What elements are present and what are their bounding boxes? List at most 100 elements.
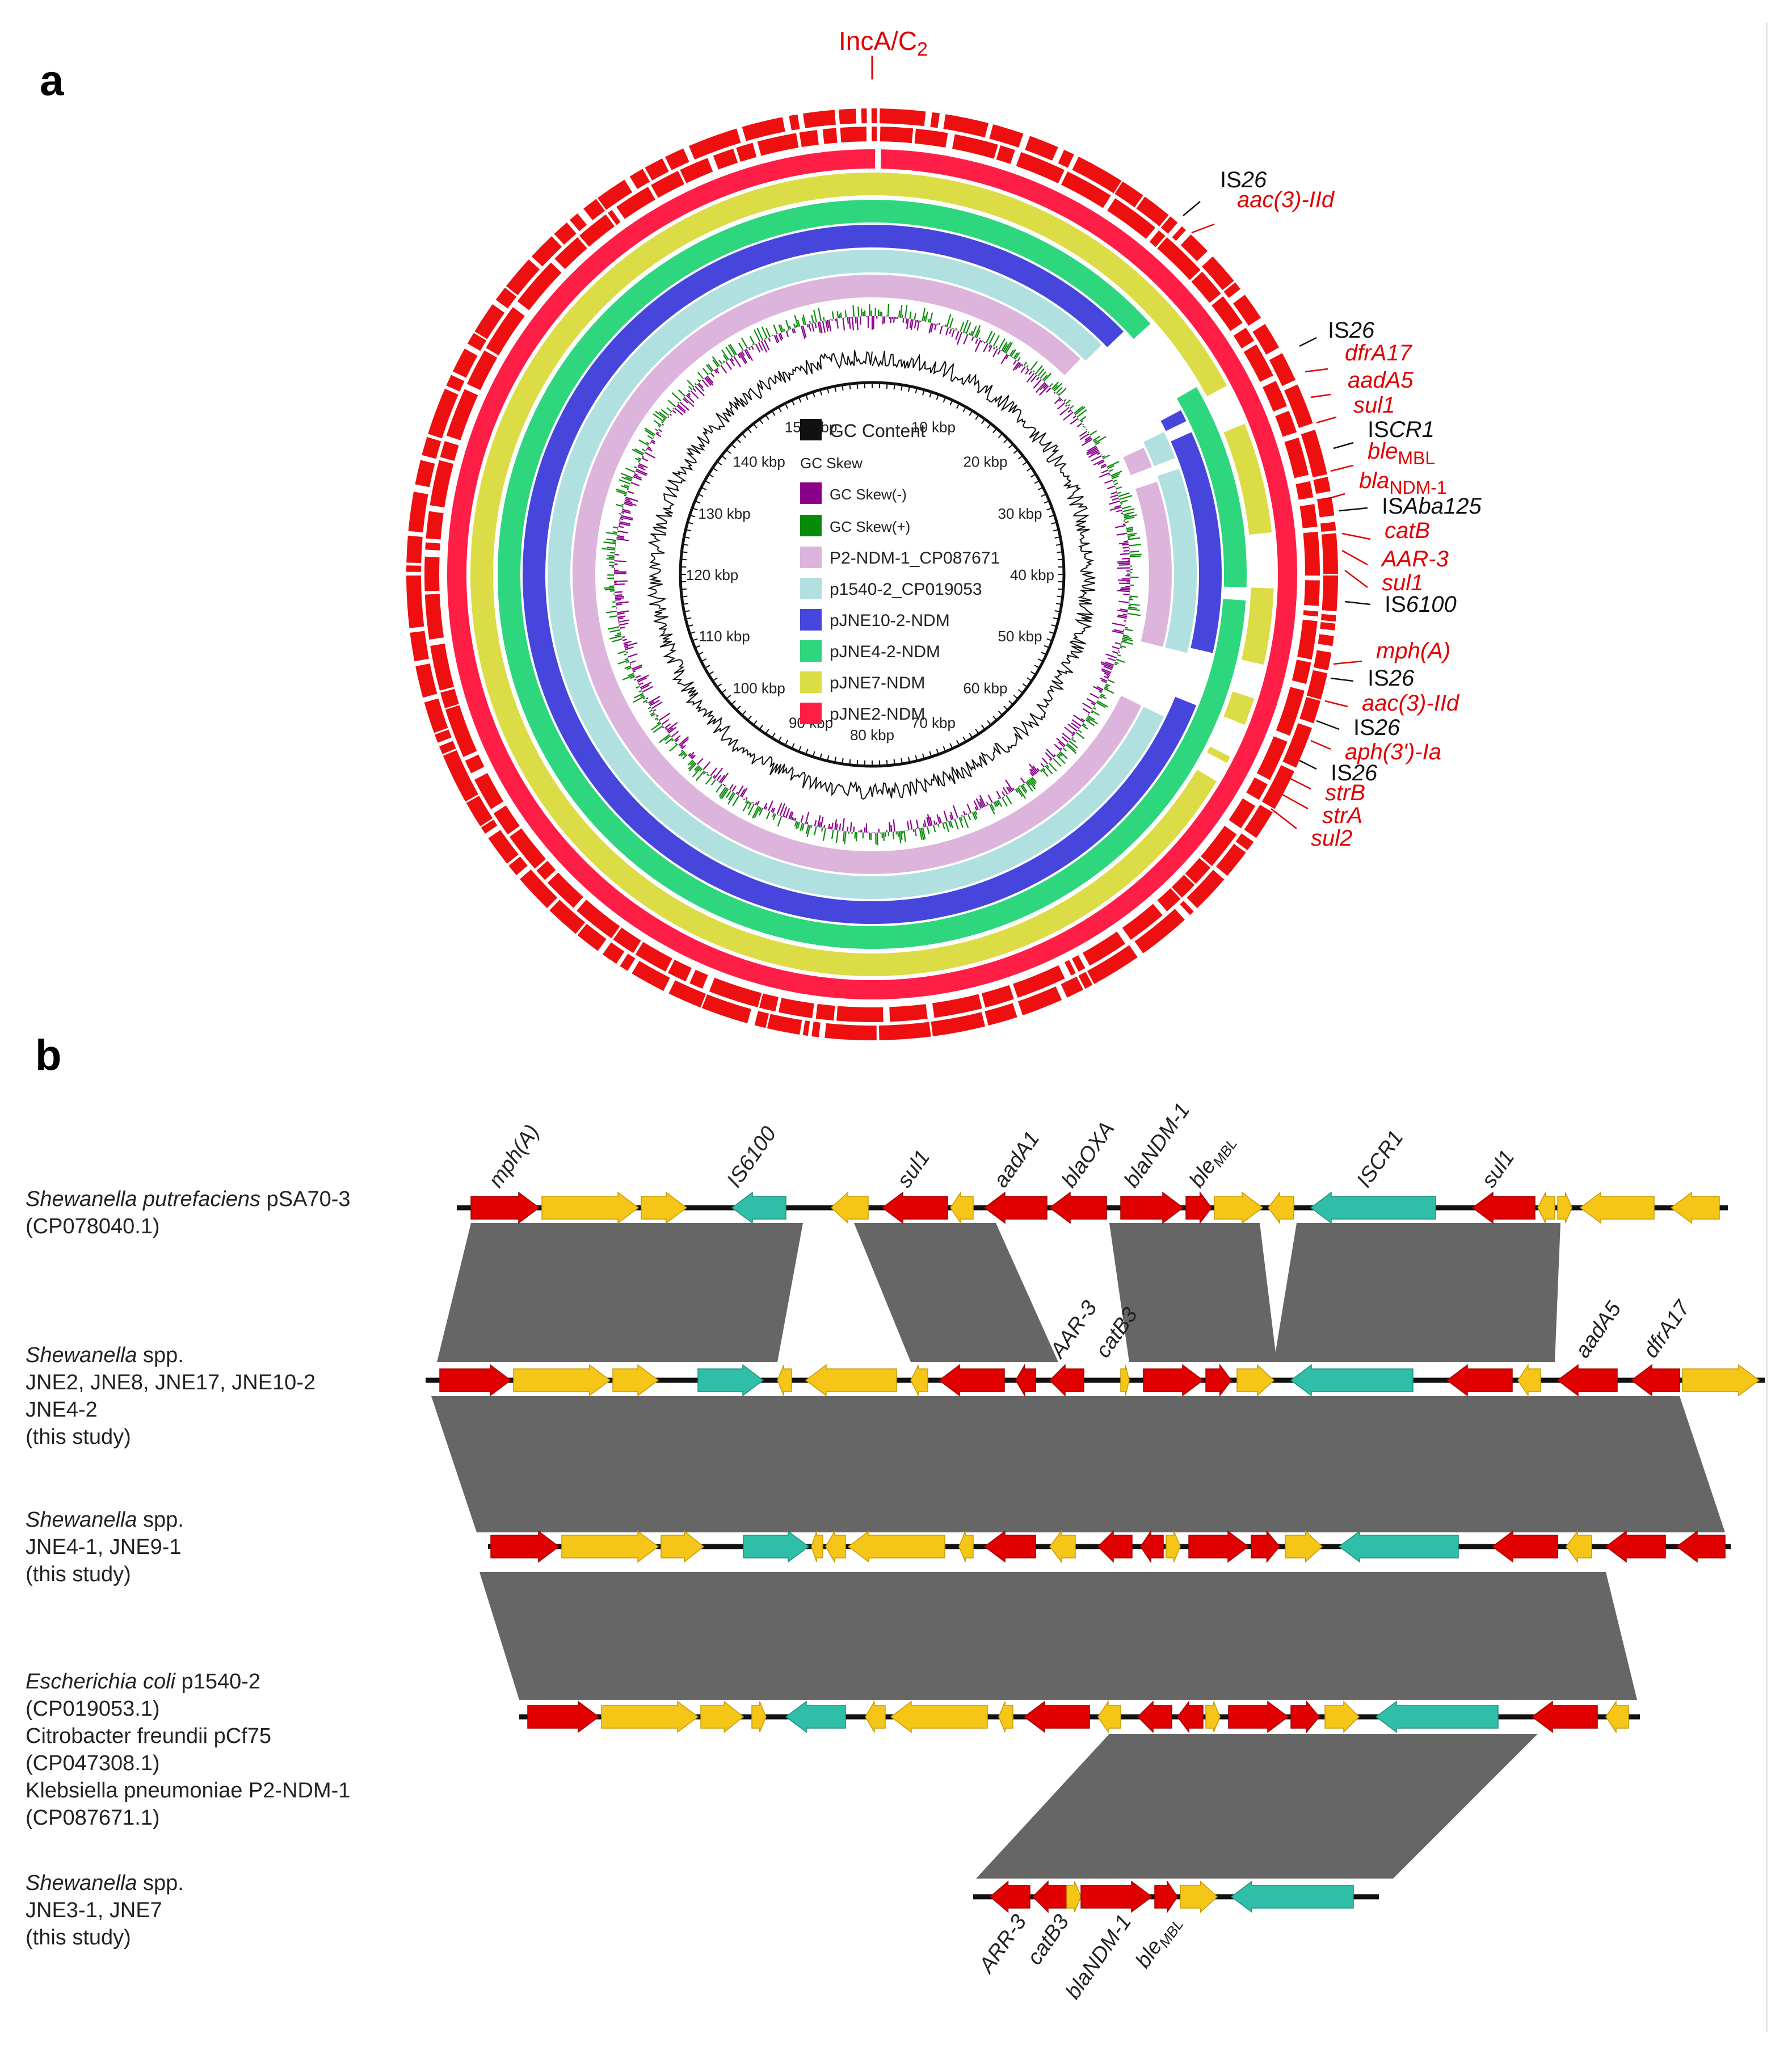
gc-skew-bar — [851, 317, 855, 331]
gene-name-label: bleMBL — [1131, 1910, 1187, 1974]
gc-skew-bar — [688, 763, 697, 772]
cds-block — [554, 237, 587, 270]
cds-block — [778, 998, 814, 1018]
gc-skew-bar — [963, 816, 969, 829]
cds-block — [1256, 736, 1288, 780]
backbone-tick — [1055, 603, 1062, 605]
gc-skew-bar — [1101, 663, 1113, 669]
gc-skew-bar — [647, 446, 651, 449]
gc-skew-bar — [1122, 637, 1133, 642]
gc-skew-bar — [988, 345, 993, 352]
gene-arrow — [1120, 1364, 1130, 1396]
cds-block — [689, 969, 708, 989]
track-label-line: JNE4-1, JNE9-1 — [26, 1535, 182, 1559]
gc-skew-bar — [692, 388, 697, 392]
gc-skew-bar — [771, 808, 774, 813]
backbone-tick — [1053, 529, 1059, 532]
gc-skew-bar — [1091, 455, 1102, 462]
backbone-tick — [684, 610, 690, 612]
gc-skew-bar — [655, 428, 658, 431]
gene-label-leader — [1288, 776, 1311, 790]
cds-block — [517, 262, 562, 310]
gc-skew-bar — [714, 369, 718, 374]
backbone-tick — [1054, 610, 1061, 612]
gc-skew-bar — [795, 821, 799, 829]
gc-skew-bar — [1114, 642, 1121, 645]
gc-skew-bar — [987, 794, 993, 804]
homology-blocks — [431, 1223, 1725, 1879]
gc-skew-bar — [1042, 375, 1048, 381]
gc-skew-bar — [842, 317, 845, 331]
cds-block — [1136, 196, 1169, 226]
backbone-tick — [956, 740, 960, 746]
map-legend: GC Content GC Skew GC Skew(-) GC Skew(+)… — [800, 419, 1000, 724]
gc-skew-bar — [971, 326, 977, 337]
gc-skew-bar — [793, 818, 795, 821]
gc-skew-bar — [962, 810, 966, 816]
backbone-tick — [708, 473, 714, 478]
cds-block — [1064, 960, 1076, 976]
backbone-tick — [1013, 449, 1019, 454]
backbone-tick — [893, 384, 895, 390]
cds-block — [985, 1003, 1017, 1026]
backbone-tick — [992, 715, 998, 721]
backbone-tick — [962, 736, 967, 742]
gene-arrow — [527, 1700, 600, 1733]
gc-skew-bar — [701, 379, 709, 388]
gc-skew-bar — [626, 651, 628, 654]
gc-skew-bar — [681, 745, 686, 750]
kbp-tick-label: 130 kbp — [698, 505, 751, 522]
gc-skew-bar — [776, 803, 783, 815]
gc-skew-bar — [679, 738, 689, 747]
gc-skew-bar — [682, 754, 688, 759]
gene-arrow — [1682, 1364, 1760, 1397]
gc-skew-bar — [997, 799, 1003, 807]
gc-skew-bar — [751, 346, 754, 350]
gc-skew-bar — [842, 831, 845, 842]
kbp-tick-label: 120 kbp — [686, 566, 739, 583]
gc-skew-bar — [668, 726, 677, 734]
gc-skew-bar — [608, 556, 615, 558]
gc-skew-bar — [847, 826, 849, 832]
legend-gc-skew-pos: GC Skew(+) — [830, 518, 910, 535]
gc-skew-bar — [735, 791, 738, 795]
gc-skew-bar — [1037, 368, 1045, 377]
ring-pjne10-2-ndm — [1171, 432, 1222, 653]
gc-skew-bar — [1104, 479, 1113, 484]
gc-skew-bar — [688, 385, 693, 390]
gene-arrow — [1188, 1530, 1250, 1563]
gc-skew-bar — [653, 725, 663, 733]
gc-skew-bar — [1065, 404, 1068, 407]
cds-block — [668, 959, 692, 982]
gc-skew-bar — [657, 719, 659, 721]
gc-skew-bar — [705, 376, 714, 386]
gc-skew-bar — [818, 822, 821, 827]
gc-skew-bar — [1072, 737, 1074, 739]
gc-skew-bar — [642, 686, 654, 693]
gc-skew-bar — [892, 831, 895, 839]
gc-skew-bar — [722, 360, 725, 363]
gc-skew-bar — [664, 723, 671, 729]
gc-skew-bar — [1032, 370, 1035, 373]
gc-skew-bar — [716, 784, 723, 793]
gc-skew-bar — [979, 795, 986, 807]
gc-skew-bar — [800, 815, 804, 823]
gc-skew-bar — [1117, 610, 1128, 613]
gc-skew-bar — [1002, 344, 1008, 352]
gc-skew-bar — [958, 817, 964, 828]
gc-skew-bar — [626, 667, 632, 670]
cds-block — [1061, 976, 1084, 998]
gc-skew-bar — [1026, 365, 1029, 368]
homology-block — [1109, 1223, 1277, 1362]
gc-skew-bar — [975, 338, 979, 344]
backbone-tick — [777, 406, 782, 413]
backbone-tick — [731, 443, 736, 449]
gene-label: IS26 — [1368, 666, 1415, 691]
gc-skew-bar — [992, 348, 998, 358]
gc-skew-bar — [615, 553, 619, 556]
gc-skew-bar — [616, 536, 625, 539]
gc-skew-bar — [632, 695, 645, 703]
gene-arrow — [1676, 1530, 1726, 1563]
gc-skew-bar — [778, 333, 783, 341]
gc-skew-bar — [1120, 608, 1128, 611]
